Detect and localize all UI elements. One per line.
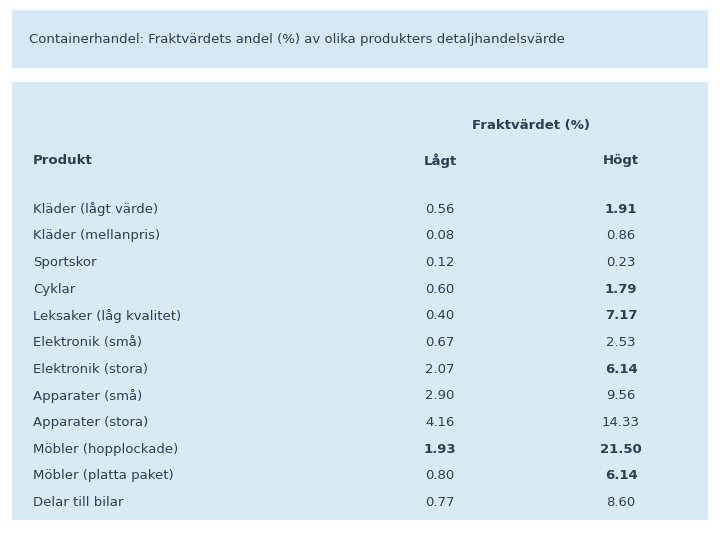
Text: 1.91: 1.91 xyxy=(605,202,637,215)
Text: Delar till bilar: Delar till bilar xyxy=(33,496,123,509)
Text: Kläder (lågt värde): Kläder (lågt värde) xyxy=(33,202,158,216)
Text: 0.67: 0.67 xyxy=(426,336,455,349)
Text: 0.08: 0.08 xyxy=(426,230,454,242)
Text: 8.60: 8.60 xyxy=(606,496,636,509)
Text: Apparater (stora): Apparater (stora) xyxy=(33,416,148,429)
Text: Sportskor: Sportskor xyxy=(33,256,96,269)
Text: Kläder (mellanpris): Kläder (mellanpris) xyxy=(33,230,160,242)
Text: Leksaker (låg kvalitet): Leksaker (låg kvalitet) xyxy=(33,309,181,323)
Text: Elektronik (stora): Elektronik (stora) xyxy=(33,362,148,376)
Text: Elektronik (små): Elektronik (små) xyxy=(33,336,142,349)
Text: 21.50: 21.50 xyxy=(600,442,642,456)
Text: Apparater (små): Apparater (små) xyxy=(33,389,142,403)
Text: Möbler (platta paket): Möbler (platta paket) xyxy=(33,469,174,482)
Text: 1.93: 1.93 xyxy=(424,442,456,456)
Text: Högt: Högt xyxy=(603,154,639,167)
Text: Produkt: Produkt xyxy=(33,154,93,167)
Text: Containerhandel: Fraktvärdets andel (%) av olika produkters detaljhandelsvärde: Containerhandel: Fraktvärdets andel (%) … xyxy=(30,32,565,45)
Text: 4.16: 4.16 xyxy=(426,416,455,429)
Text: 0.86: 0.86 xyxy=(606,230,636,242)
Text: 7.17: 7.17 xyxy=(605,309,637,322)
Text: 2.07: 2.07 xyxy=(426,362,455,376)
Text: 0.77: 0.77 xyxy=(426,496,455,509)
Text: 9.56: 9.56 xyxy=(606,389,636,402)
Text: 6.14: 6.14 xyxy=(605,469,637,482)
Text: 0.23: 0.23 xyxy=(606,256,636,269)
Text: Möbler (hopplockade): Möbler (hopplockade) xyxy=(33,442,178,456)
Text: 1.79: 1.79 xyxy=(605,282,637,295)
Text: 6.14: 6.14 xyxy=(605,362,637,376)
Text: Fraktvärdet (%): Fraktvärdet (%) xyxy=(472,119,590,132)
Text: 0.12: 0.12 xyxy=(426,256,455,269)
Text: Cyklar: Cyklar xyxy=(33,282,75,295)
Text: 0.60: 0.60 xyxy=(426,282,454,295)
Text: 2.53: 2.53 xyxy=(606,336,636,349)
Text: 0.56: 0.56 xyxy=(426,202,455,215)
Text: 14.33: 14.33 xyxy=(602,416,640,429)
Text: 0.40: 0.40 xyxy=(426,309,454,322)
Text: 0.80: 0.80 xyxy=(426,469,454,482)
Text: Lågt: Lågt xyxy=(423,153,456,168)
Text: 2.90: 2.90 xyxy=(426,389,455,402)
